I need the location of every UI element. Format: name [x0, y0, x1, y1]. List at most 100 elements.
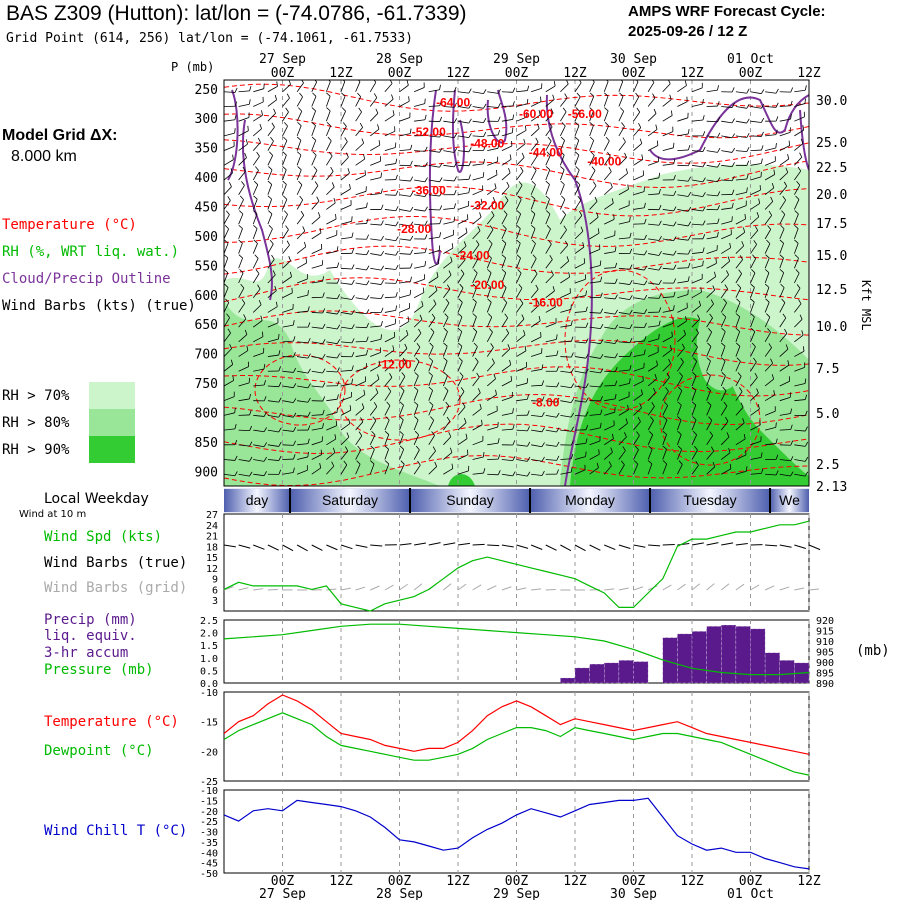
wind-barb-flag [224, 225, 229, 230]
wind-barb-flag [439, 84, 441, 90]
wind-barb-flag [373, 402, 378, 407]
wind-barb-flag [322, 368, 326, 374]
wind-barb-flag [424, 192, 428, 197]
wind-barb [384, 253, 396, 256]
wind-barb [370, 365, 381, 372]
wind-barb-flag [312, 151, 317, 156]
cloud-outline [799, 109, 809, 171]
wind-barb-flag [531, 180, 536, 185]
wind-barb-flag [600, 308, 604, 314]
wind-barb [282, 276, 292, 284]
pressure-tick-label: 450 [195, 201, 218, 216]
wind-barb [706, 346, 712, 357]
wind-barb [340, 111, 346, 122]
wind-barb [399, 294, 411, 299]
wind-barb-flag [474, 254, 479, 259]
wind-barb-flag [702, 98, 704, 105]
wind-barb-flag [790, 440, 794, 446]
wind-barb-flag [533, 151, 538, 157]
wind-barb [603, 110, 609, 122]
wind-barb-flag [473, 342, 478, 347]
wind-barb-flag [263, 471, 267, 476]
wind-barb [340, 282, 352, 285]
wind-barb [297, 370, 309, 374]
wind-barb [662, 147, 674, 151]
wind-barb-flag [781, 210, 786, 215]
wind-barb [472, 456, 484, 460]
wind-barb [765, 473, 777, 476]
wind-barb [721, 135, 733, 139]
wind-barb [472, 258, 479, 269]
wind-barb-true [282, 544, 294, 552]
wind-barb-flag [389, 372, 393, 378]
wind-barb-flag [585, 424, 589, 430]
wind-barb [238, 318, 247, 328]
wind-barb [369, 406, 378, 416]
wind-barb-flag [413, 386, 419, 391]
wind-barb-flag [796, 181, 801, 186]
wind-barb-flag [234, 423, 237, 429]
wind-barb-true [735, 543, 748, 546]
wind-barb [370, 193, 382, 196]
wind-barb [691, 209, 703, 212]
wind-barb-flag [570, 453, 574, 459]
wind-barb-flag [530, 210, 536, 215]
wind-barb [267, 338, 279, 343]
wind-barb [662, 238, 674, 242]
rh90-swatch [89, 436, 135, 463]
wind-barb-flag [378, 140, 381, 146]
wind-barb-flag [546, 151, 551, 156]
wind-barb [764, 394, 775, 402]
wind-barb [647, 113, 657, 122]
wind-barb [501, 228, 507, 240]
wind-barb-flag [562, 210, 566, 215]
wind-barb [691, 103, 703, 107]
wind-barb-flag [453, 216, 456, 222]
wind-barb-flag [276, 301, 278, 307]
wind-barb [413, 434, 420, 445]
wind-barb-flag [429, 401, 434, 406]
wind-barb [384, 194, 396, 196]
wind-barb-flag [239, 269, 244, 274]
wind-barb-flag [377, 124, 380, 130]
wind-barb [428, 105, 440, 107]
wind-barb [516, 116, 527, 122]
wind-barb-flag [495, 169, 498, 175]
wind-barb [603, 81, 609, 92]
wind-barb-flag [366, 309, 370, 314]
wind-barb [589, 96, 595, 107]
wind-barb-flag [490, 343, 494, 348]
height-tick-label: 17.5 [816, 217, 847, 232]
wind-barb-flag [229, 343, 233, 349]
wind-barb-flag [459, 283, 464, 289]
wind-barb [326, 341, 338, 345]
wind-barb-flag [556, 350, 559, 356]
wind-barb [326, 398, 338, 402]
wind-barb [428, 303, 437, 313]
wind-barb [238, 213, 244, 225]
wind-barb [662, 363, 671, 372]
wind-barb [238, 228, 243, 240]
wind-barb-flag [721, 342, 726, 347]
wind-barb [282, 400, 294, 403]
wind-barb-flag [410, 276, 412, 282]
wind-barb-flag [742, 418, 745, 424]
wind-barb-flag [336, 294, 340, 299]
wind-barb-flag [766, 313, 771, 318]
wind-barb [252, 258, 259, 269]
wind-barb-flag [600, 324, 604, 329]
wind-barb [574, 469, 586, 475]
wind-barb [282, 199, 288, 210]
wind-barb [560, 140, 565, 151]
wind-barb-flag [759, 420, 761, 426]
wind-barb [428, 236, 440, 240]
wind-barb [794, 350, 805, 357]
wind-barb-flag [424, 206, 428, 212]
wind-barb-flag [293, 352, 296, 358]
wind-barb-flag [512, 455, 516, 461]
wind-barb-flag [708, 328, 712, 333]
weekday-cell [290, 489, 410, 512]
wind-barb-flag [761, 117, 765, 123]
wind-barb [735, 454, 747, 460]
wind-barb [808, 193, 809, 195]
